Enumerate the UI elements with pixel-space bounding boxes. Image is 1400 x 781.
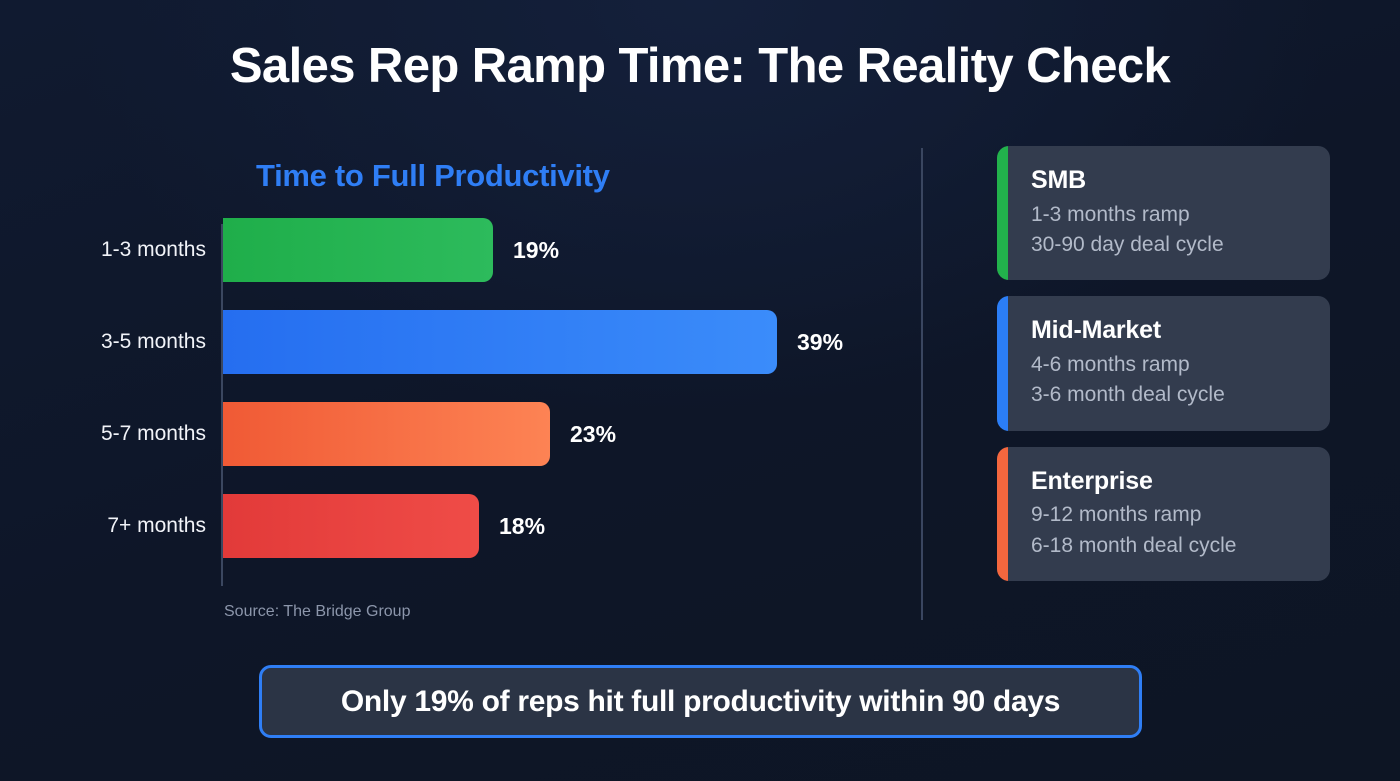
bar-track xyxy=(223,310,777,374)
bar-track xyxy=(223,494,479,558)
segment-card-title: Mid-Market xyxy=(1031,316,1161,345)
bar xyxy=(223,218,493,282)
segment-card-accent-bar xyxy=(997,446,1008,582)
segment-card-accent-bar xyxy=(997,296,1008,431)
bar xyxy=(223,494,479,558)
segment-card-title: Enterprise xyxy=(1031,466,1153,495)
segment-card-deal-cycle: 30-90 day deal cycle xyxy=(1031,232,1224,256)
callout-banner: Only 19% of reps hit full productivity w… xyxy=(259,665,1142,738)
segment-card-ramp: 9-12 months ramp xyxy=(1031,503,1202,527)
vertical-divider xyxy=(921,148,923,620)
segment-card: Enterprise 9-12 months ramp 6-18 month dea… xyxy=(997,446,1330,582)
bar-value-label: 39% xyxy=(797,328,844,355)
bar-track xyxy=(223,218,493,282)
segment-card-ramp: 1-3 months ramp xyxy=(1031,202,1190,226)
bar-row: 7+ months 18% xyxy=(0,494,922,558)
segment-card-accent-bar xyxy=(997,146,1008,281)
callout-text: Only 19% of reps hit full productivity w… xyxy=(340,684,1061,718)
bar-value-label: 18% xyxy=(499,512,546,539)
segment-card-title: SMB xyxy=(1031,166,1086,194)
bar xyxy=(223,402,550,466)
segment-card-ramp: 4-6 months ramp xyxy=(1031,352,1190,376)
segment-card: SMB 1-3 months ramp 30-90 day deal cycle xyxy=(997,146,1330,281)
bar-track xyxy=(223,402,550,466)
bar-row: 5-7 months 23% xyxy=(0,402,922,466)
bar-category-label: 7+ months xyxy=(107,514,206,537)
segment-card-list: SMB 1-3 months ramp 30-90 day deal cycle Mi… xyxy=(997,146,1330,597)
chart-subtitle: Time to Full Productivity xyxy=(256,158,610,193)
bar-row: 1-3 months 19% xyxy=(0,218,922,282)
segment-card-deal-cycle: 6-18 month deal cycle xyxy=(1031,533,1237,557)
bar-chart: 1-3 months 19% 3-5 months 39% 5-7 months 23% 7… xyxy=(0,218,922,588)
segment-card-deal-cycle: 3-6 month deal cycle xyxy=(1031,383,1225,407)
bar-category-label: 3-5 months xyxy=(100,330,206,353)
chart-source: Source: The Bridge Group xyxy=(224,603,411,620)
bar-value-label: 19% xyxy=(513,236,560,263)
chart-axis-line xyxy=(221,224,223,586)
bar-category-label: 1-3 months xyxy=(100,238,206,261)
bar-value-label: 23% xyxy=(570,420,617,447)
bar xyxy=(223,310,777,374)
bar-category-label: 5-7 months xyxy=(100,422,206,445)
page-title: Sales Rep Ramp Time: The Reality Check xyxy=(229,39,1171,93)
segment-card: Mid-Market 4-6 months ramp 3-6 month deal … xyxy=(997,296,1330,431)
chart-panel: Time to Full Productivity 1-3 months 19% 3… xyxy=(0,140,922,640)
bar-row: 3-5 months 39% xyxy=(0,310,922,374)
